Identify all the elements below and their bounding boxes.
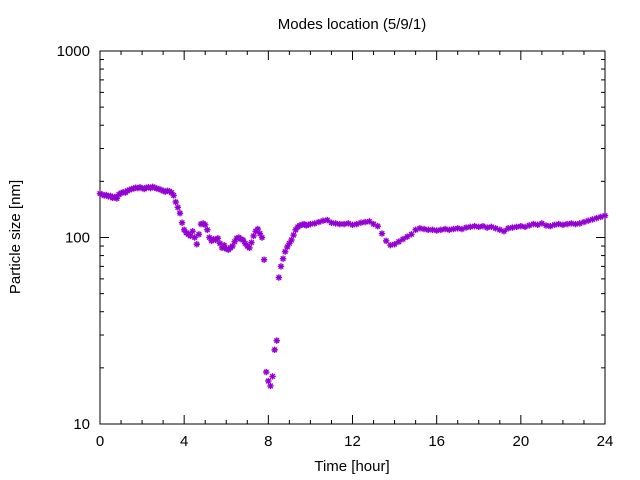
data-point: [176, 209, 184, 217]
data-point: [170, 192, 177, 199]
y-tick-label: 100: [65, 230, 90, 247]
x-axis-label: Time [hour]: [314, 458, 389, 475]
data-point: [290, 231, 297, 239]
data-point: [193, 241, 200, 248]
data-point: [500, 228, 508, 235]
data-point: [547, 222, 554, 230]
data-point: [441, 225, 449, 233]
data-point: [288, 236, 295, 244]
data-point: [462, 224, 470, 231]
data-point: [601, 212, 609, 219]
data-point: [505, 225, 512, 232]
data-point: [471, 222, 478, 230]
data-point: [195, 231, 203, 238]
chart-title: Modes location (5/9/1): [278, 16, 426, 33]
data-point: [509, 224, 516, 231]
y-tick-label: 1000: [57, 43, 90, 60]
data-point: [189, 228, 196, 235]
data-point: [542, 222, 550, 229]
data-point: [513, 223, 520, 231]
data-point: [260, 256, 268, 263]
data-point: [366, 218, 373, 225]
plot-frame: [99, 50, 606, 425]
data-point: [178, 219, 186, 226]
data-points: [96, 183, 609, 390]
x-tick-label: 24: [597, 433, 614, 450]
x-tick-label: 8: [264, 433, 272, 450]
data-point: [479, 222, 487, 230]
y-axis-label: Particle size [nm]: [7, 180, 24, 294]
data-point: [382, 237, 390, 245]
data-point: [271, 346, 278, 353]
data-point: [454, 225, 461, 232]
data-point: [450, 225, 457, 233]
x-tick-label: 12: [344, 433, 361, 450]
data-point: [391, 241, 398, 248]
data-point: [277, 263, 285, 270]
data-point: [191, 234, 198, 241]
data-point: [258, 234, 266, 241]
data-point: [551, 221, 558, 228]
data-point: [420, 225, 428, 233]
data-point: [265, 377, 272, 385]
data-point: [568, 220, 575, 227]
data-point: [172, 198, 179, 206]
data-point: [517, 222, 525, 230]
data-point: [319, 217, 327, 224]
data-point: [214, 235, 222, 242]
data-point: [433, 227, 440, 234]
data-point: [275, 274, 283, 281]
y-tick-label: 10: [73, 416, 90, 433]
data-point: [446, 226, 453, 233]
x-tick-label: 16: [428, 433, 445, 450]
data-point: [246, 244, 253, 252]
data-point: [483, 224, 491, 231]
data-point: [273, 337, 280, 344]
data-point: [475, 223, 482, 231]
data-point: [263, 368, 270, 376]
axes: 0 4 8 12 16 20 24 10 100 1000: [57, 43, 614, 450]
data-point: [202, 221, 209, 228]
data-point: [279, 255, 287, 262]
data-point: [269, 373, 276, 380]
data-point: [416, 225, 424, 232]
data-point: [204, 226, 211, 233]
data-point: [174, 204, 182, 211]
data-point: [467, 223, 474, 231]
data-point: [374, 222, 381, 230]
data-point: [408, 231, 415, 238]
data-point: [437, 226, 445, 233]
x-tick-label: 20: [512, 433, 529, 450]
x-tick-label: 0: [96, 433, 104, 450]
data-point: [378, 230, 386, 237]
data-point: [324, 216, 331, 224]
x-tick-label: 4: [180, 433, 188, 450]
data-point: [267, 382, 274, 390]
data-point: [248, 239, 255, 246]
data-point: [429, 226, 436, 233]
